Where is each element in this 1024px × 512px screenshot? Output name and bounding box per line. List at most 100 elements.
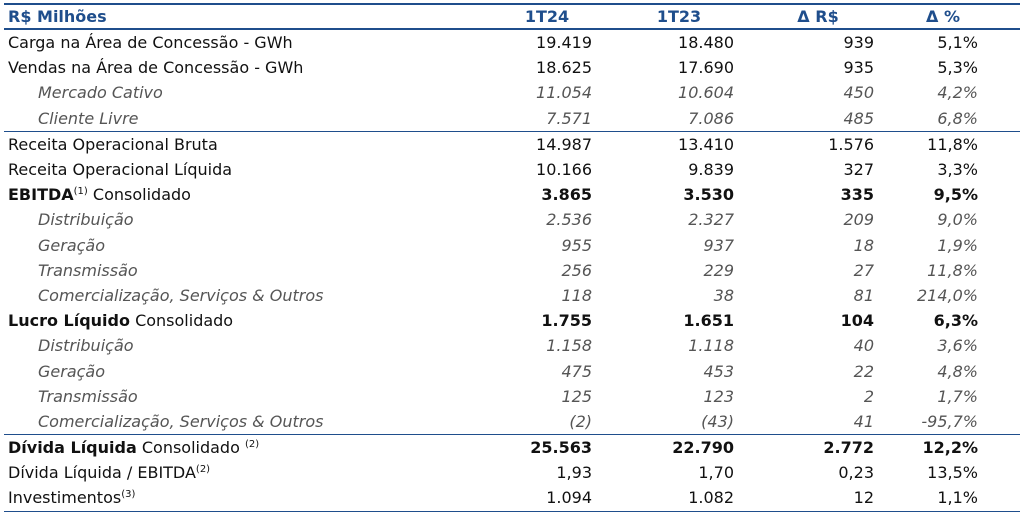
cell-1t23: 38	[713, 285, 734, 305]
cell-1t23: 9.839	[688, 160, 734, 180]
cell-1t23: 1,70	[698, 463, 734, 483]
header-label-column: R$ Milhões	[8, 7, 107, 26]
cell-delta-value: 12	[853, 488, 874, 508]
row-label: Dívida Líquida / EBITDA(2)	[4, 463, 484, 482]
table-row-sub: Distribuição 2.536 2.327 209 9,0%	[4, 207, 1020, 232]
table-row: Receita Operacional Líquida 10.166 9.839…	[4, 157, 1020, 182]
row-label-rest: Consolidado	[136, 438, 245, 458]
cell-delta-value: 81	[853, 285, 874, 305]
cell-delta-percent: 1,1%	[937, 488, 978, 508]
cell-delta-percent: 1,7%	[937, 386, 978, 406]
cell-1t24: 955	[561, 235, 592, 255]
table-row-sub: Transmissão 256 229 27 11,8%	[4, 258, 1020, 283]
cell-delta-value: 1.576	[828, 134, 874, 154]
table-row: Vendas na Área de Concessão - GWh 18.625…	[4, 55, 1020, 80]
cell-1t24: 2.536	[546, 210, 592, 230]
row-label: Mercado Cativo	[38, 83, 163, 103]
cell-1t24: 125	[561, 386, 592, 406]
cell-delta-percent: 4,2%	[937, 83, 978, 103]
cell-1t23: 453	[703, 361, 734, 381]
footnote-ref: (2)	[195, 464, 211, 476]
cell-delta-value: 327	[843, 160, 874, 180]
cell-1t24: 19.419	[536, 33, 592, 53]
cell-delta-percent: 5,1%	[937, 33, 978, 53]
cell-delta-value: 335	[840, 185, 874, 205]
cell-1t24: 475	[561, 361, 592, 381]
cell-delta-value: 2	[863, 386, 874, 406]
table-row-sub: Geração 955 937 18 1,9%	[4, 233, 1020, 258]
cell-1t24: 1.158	[546, 336, 592, 356]
cell-delta-value: 104	[840, 311, 874, 331]
cell-delta-value: 939	[843, 33, 874, 53]
row-label: EBITDA(1) Consolidado	[4, 185, 484, 204]
header-delta-value: Δ R$	[797, 7, 839, 26]
cell-1t23: 17.690	[678, 58, 734, 78]
cell-delta-percent: 9,0%	[937, 210, 978, 230]
table-top-rule	[4, 3, 1020, 5]
footnote-ref: (3)	[121, 489, 136, 501]
table-row: Investimentos(3) 1.094 1.082 12 1,1%	[4, 485, 1020, 512]
cell-1t24: 25.563	[530, 438, 592, 458]
cell-delta-percent: 3,3%	[937, 160, 978, 180]
table-row-sub: Distribuição 1.158 1.118 40 3,6%	[4, 333, 1020, 358]
cell-1t23: 1.082	[688, 488, 734, 508]
row-label: Lucro Líquido Consolidado	[4, 311, 484, 330]
row-label: Cliente Livre	[38, 108, 139, 128]
row-label: Comercialização, Serviços & Outros	[38, 411, 324, 431]
footnote-ref: (1)	[73, 186, 88, 198]
cell-1t24: 7.571	[546, 108, 592, 128]
row-label: Investimentos(3)	[4, 488, 484, 507]
cell-delta-percent: 12,2%	[922, 438, 978, 458]
row-label: Distribuição	[38, 336, 134, 356]
row-label: Distribuição	[38, 210, 134, 230]
header-1t23: 1T23	[656, 7, 702, 26]
cell-delta-percent: -95,7%	[921, 411, 978, 431]
cell-delta-value: 935	[843, 58, 874, 78]
row-label: Receita Operacional Líquida	[8, 160, 233, 180]
table-row: Dívida Líquida / EBITDA(2) 1,93 1,70 0,2…	[4, 460, 1020, 485]
cell-delta-percent: 3,6%	[937, 336, 978, 356]
row-label-text: Dívida Líquida / EBITDA	[8, 463, 196, 483]
cell-1t24: 1.094	[546, 488, 592, 508]
cell-1t24: 3.865	[541, 185, 592, 205]
financial-table: R$ Milhões 1T24 1T23 Δ R$ Δ % Carga na Á…	[4, 3, 1020, 512]
row-label-bold: EBITDA	[8, 185, 74, 205]
cell-1t23: 229	[703, 260, 734, 280]
table-row-total: EBITDA(1) Consolidado 3.865 3.530 335 9,…	[4, 182, 1020, 207]
row-label: Transmissão	[38, 386, 138, 406]
cell-delta-percent: 1,9%	[937, 235, 978, 255]
row-label: Dívida Líquida Consolidado (2)	[4, 438, 484, 457]
cell-1t24: 10.166	[536, 160, 592, 180]
row-label: Transmissão	[38, 260, 138, 280]
table-header-row: R$ Milhões 1T24 1T23 Δ R$ Δ %	[4, 5, 1020, 30]
table-row: Receita Operacional Bruta 14.987 13.410 …	[4, 132, 1020, 157]
cell-1t24: 256	[561, 260, 592, 280]
row-label: Geração	[38, 235, 106, 255]
cell-delta-value: 40	[853, 336, 874, 356]
cell-delta-value: 22	[853, 361, 874, 381]
cell-delta-value: 27	[853, 260, 874, 280]
cell-1t24: 1.755	[541, 311, 592, 331]
cell-1t23: (43)	[701, 411, 734, 431]
row-label-bold: Dívida Líquida	[8, 438, 137, 458]
cell-delta-value: 2.772	[823, 438, 874, 458]
row-label-rest: Consolidado	[129, 311, 234, 331]
row-label: Receita Operacional Bruta	[8, 134, 218, 154]
cell-delta-percent: 11,8%	[927, 134, 978, 154]
cell-delta-value: 485	[843, 108, 874, 128]
cell-delta-percent: 13,5%	[927, 463, 978, 483]
cell-delta-value: 41	[853, 411, 874, 431]
row-label-text: Investimentos	[8, 488, 122, 508]
table-row-sub: Geração 475 453 22 4,8%	[4, 358, 1020, 383]
cell-1t23: 22.790	[672, 438, 734, 458]
table-row-total: Dívida Líquida Consolidado (2) 25.563 22…	[4, 435, 1020, 460]
cell-1t23: 123	[703, 386, 734, 406]
row-label: Vendas na Área de Concessão - GWh	[8, 58, 304, 78]
table-row: Carga na Área de Concessão - GWh 19.419 …	[4, 30, 1020, 55]
table-row-sub: Cliente Livre 7.571 7.086 485 6,8%	[4, 106, 1020, 132]
cell-1t23: 3.530	[683, 185, 734, 205]
header-1t24: 1T24	[524, 7, 570, 26]
table-row-total: Lucro Líquido Consolidado 1.755 1.651 10…	[4, 308, 1020, 333]
table-row-sub: Mercado Cativo 11.054 10.604 450 4,2%	[4, 80, 1020, 105]
cell-1t23: 1.118	[688, 336, 734, 356]
